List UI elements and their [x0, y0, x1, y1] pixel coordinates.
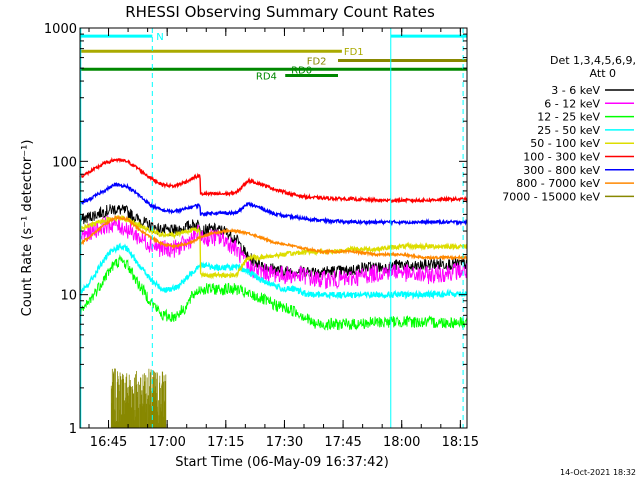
legend-label: 6 - 12 keV — [544, 97, 600, 110]
series-layer — [79, 157, 468, 331]
state-bar-label: RD0 — [291, 65, 312, 76]
y-tick-label: 1 — [69, 422, 77, 437]
series-line-25-50keV — [79, 242, 468, 300]
x-tick-label: 17:45 — [324, 435, 361, 450]
legend-label: 7000 - 15000 keV — [502, 190, 600, 203]
series-line-100-300keV — [79, 157, 468, 204]
plot-frame — [79, 27, 468, 429]
axes: 1 10 100 1000 16:45 17:00 17:15 17:30 17:45 18:00… — [44, 22, 479, 450]
state-bar-label: N — [156, 32, 163, 43]
x-tick-label: 18:00 — [383, 435, 420, 450]
x-axis-label: Start Time (06-May-09 16:37:42) — [175, 455, 389, 470]
chart-title: RHESSI Observing Summary Count Rates — [125, 3, 435, 21]
series-line-12-25keV — [79, 254, 468, 331]
y-tick-label: 100 — [52, 155, 77, 170]
y-axis-label: Count Rate (s⁻¹ detector⁻¹) — [20, 140, 35, 317]
legend-label: 3 - 6 keV — [551, 84, 600, 97]
y-tick-label: 1000 — [44, 22, 77, 37]
spike-band — [110, 368, 167, 428]
attenuator-lines — [80, 28, 464, 428]
series-line-800-7000keV — [79, 214, 468, 262]
y-tick-label: 10 — [60, 289, 77, 304]
legend-label: 25 - 50 keV — [537, 124, 600, 137]
x-tick-label: 18:15 — [442, 435, 479, 450]
x-tick-label: 17:00 — [148, 435, 185, 450]
legend-header: Det 1,3,4,5,6,9, — [550, 54, 636, 67]
legend-label: 12 - 25 keV — [537, 111, 600, 124]
x-tick-label: 17:15 — [207, 435, 244, 450]
x-tick-label: 17:30 — [266, 435, 303, 450]
state-bar-label: RD4 — [256, 72, 277, 83]
legend-header: Att 0 — [590, 67, 616, 80]
footer-date: 14-Oct-2021 18:32 — [560, 468, 636, 477]
legend-label: 100 - 300 keV — [523, 151, 600, 164]
series-line-50-100keV — [79, 214, 468, 280]
state-bar-label: FD1 — [344, 47, 364, 58]
series-line-300-800keV — [79, 181, 468, 227]
legend-label: 300 - 800 keV — [523, 164, 600, 177]
legend-label: 800 - 7000 keV — [516, 177, 600, 190]
x-tick-label: 16:45 — [90, 435, 127, 450]
series-line-6-12keV — [79, 214, 468, 290]
legend-label: 50 - 100 keV — [530, 137, 600, 150]
state-bar-label: FD2 — [307, 57, 327, 68]
